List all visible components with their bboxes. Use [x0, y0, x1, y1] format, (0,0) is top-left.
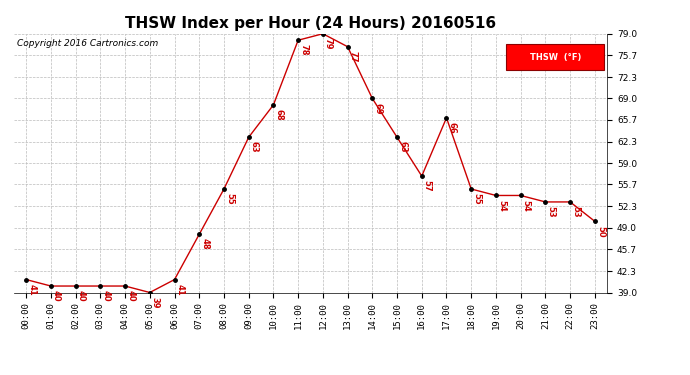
Text: 40: 40	[126, 290, 135, 302]
Text: 48: 48	[200, 238, 209, 250]
Text: 55: 55	[472, 193, 481, 205]
Text: 55: 55	[225, 193, 234, 205]
Text: 40: 40	[77, 290, 86, 302]
Text: 54: 54	[522, 200, 531, 211]
Text: 41: 41	[27, 284, 36, 296]
Text: 68: 68	[275, 109, 284, 121]
Text: 69: 69	[373, 103, 382, 114]
Text: THSW  (°F): THSW (°F)	[530, 53, 581, 62]
Text: 63: 63	[398, 141, 407, 153]
Title: THSW Index per Hour (24 Hours) 20160516: THSW Index per Hour (24 Hours) 20160516	[125, 16, 496, 31]
Text: 53: 53	[571, 206, 580, 218]
Text: 41: 41	[175, 284, 184, 296]
Text: 39: 39	[151, 297, 160, 308]
Text: 53: 53	[546, 206, 555, 218]
Text: 78: 78	[299, 44, 308, 56]
Text: 40: 40	[52, 290, 61, 302]
Text: 57: 57	[423, 180, 432, 192]
Text: 66: 66	[448, 122, 457, 134]
FancyBboxPatch shape	[506, 44, 604, 70]
Text: 54: 54	[497, 200, 506, 211]
Text: 63: 63	[250, 141, 259, 153]
Text: 40: 40	[101, 290, 110, 302]
Text: 79: 79	[324, 38, 333, 50]
Text: 77: 77	[348, 51, 357, 62]
Text: 50: 50	[596, 225, 605, 237]
Text: Copyright 2016 Cartronics.com: Copyright 2016 Cartronics.com	[17, 39, 158, 48]
